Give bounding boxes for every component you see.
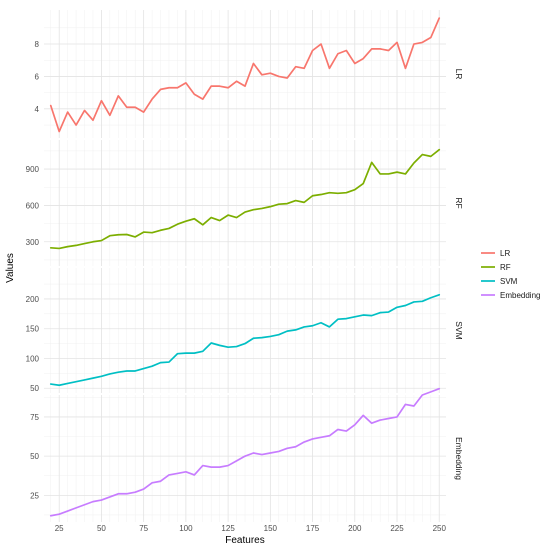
- y-tick-label: 200: [26, 295, 40, 304]
- y-tick-label: 600: [26, 201, 40, 210]
- legend-label-rf: RF: [500, 263, 511, 272]
- x-tick-label: 75: [139, 524, 148, 533]
- panel-strip-labels: LR RF SVM Embedding: [454, 69, 464, 481]
- panel-lr: 4 6 8: [35, 10, 446, 138]
- x-tick-label: 250: [433, 524, 447, 533]
- y-tick-label: 4: [35, 105, 40, 114]
- strip-label-embedding: Embedding: [454, 437, 464, 480]
- series-line-embedding: [49, 387, 441, 517]
- x-axis: 25 50 75 100 125 150 175 200 225 250: [55, 524, 447, 533]
- chart-panels: 4 6 8 300 600 900 50 100 150 200 25 50 75: [26, 10, 446, 522]
- panel-rf: 300 600 900: [26, 140, 446, 266]
- x-tick-label: 50: [97, 524, 106, 533]
- strip-label-rf: RF: [454, 197, 464, 208]
- legend-item-embedding: Embedding: [481, 291, 540, 300]
- legend-item-rf: RF: [481, 263, 511, 272]
- x-tick-label: 125: [221, 524, 235, 533]
- legend-item-svm: SVM: [481, 277, 518, 286]
- panel-embedding: 25 50 75: [30, 387, 446, 522]
- panel-svm: 50 100 150 200: [26, 268, 446, 393]
- y-tick-label: 25: [30, 491, 39, 500]
- x-tick-label: 200: [348, 524, 362, 533]
- y-tick-label: 6: [35, 72, 40, 81]
- y-tick-label: 300: [26, 238, 40, 247]
- x-tick-label: 225: [390, 524, 404, 533]
- series-line-rf: [49, 148, 441, 250]
- strip-label-lr: LR: [454, 69, 464, 80]
- legend-label-embedding: Embedding: [500, 291, 540, 300]
- legend-label-svm: SVM: [500, 277, 518, 286]
- y-tick-label: 8: [35, 40, 40, 49]
- y-tick-label: 75: [30, 413, 39, 422]
- legend-item-lr: LR: [481, 249, 510, 258]
- legend: LR RF SVM Embedding: [481, 249, 540, 300]
- y-axis-title: Values: [5, 253, 16, 283]
- x-tick-label: 100: [179, 524, 193, 533]
- y-tick-label: 50: [30, 452, 39, 461]
- x-tick-label: 25: [55, 524, 64, 533]
- x-tick-label: 150: [264, 524, 278, 533]
- x-tick-label: 175: [306, 524, 320, 533]
- series-line-svm: [49, 293, 441, 387]
- y-tick-label: 50: [30, 384, 39, 393]
- y-tick-label: 100: [26, 354, 40, 363]
- legend-label-lr: LR: [500, 249, 510, 258]
- strip-label-svm: SVM: [454, 321, 464, 339]
- y-tick-label: 150: [26, 325, 40, 334]
- x-axis-title: Features: [225, 535, 264, 546]
- y-tick-label: 900: [26, 165, 40, 174]
- series-line-lr: [49, 17, 441, 133]
